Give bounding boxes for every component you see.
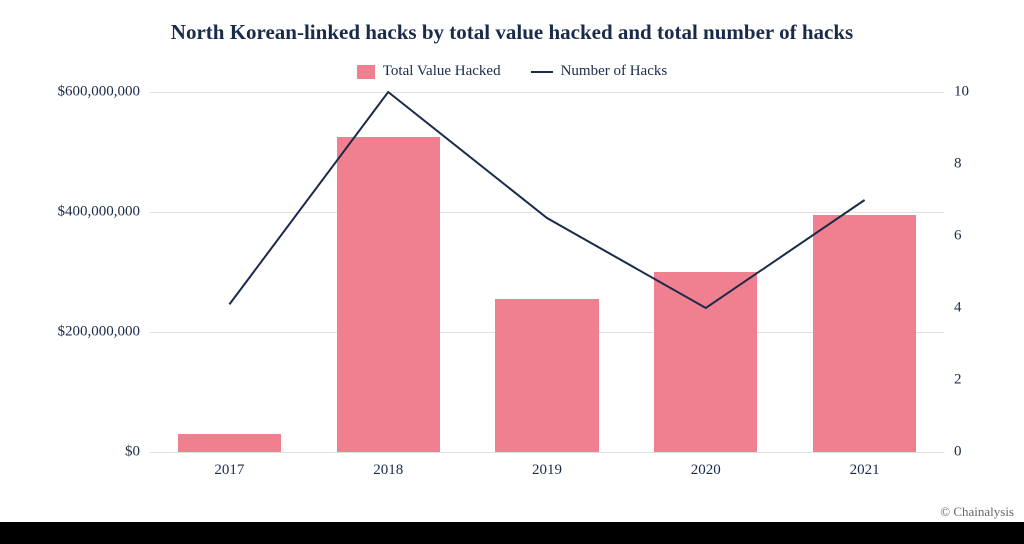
y-axis-right-label: 8 xyxy=(944,156,962,173)
legend: Total Value Hacked Number of Hacks xyxy=(30,63,994,80)
chart-area: $0$200,000,000$400,000,000$600,000,00002… xyxy=(30,92,994,492)
legend-item-bar: Total Value Hacked xyxy=(357,63,501,80)
legend-swatch-bar xyxy=(357,65,375,79)
x-axis-label: 2017 xyxy=(214,452,244,479)
y-axis-left-label: $600,000,000 xyxy=(58,84,151,101)
footer-bar xyxy=(0,522,1024,544)
legend-swatch-line xyxy=(531,71,553,73)
line-overlay xyxy=(150,92,944,452)
x-axis-label: 2021 xyxy=(850,452,880,479)
y-axis-right-label: 6 xyxy=(944,228,962,245)
legend-item-line: Number of Hacks xyxy=(531,63,668,80)
plot-region: $0$200,000,000$400,000,000$600,000,00002… xyxy=(150,92,944,452)
y-axis-right-label: 0 xyxy=(944,444,962,461)
chart-title: North Korean-linked hacks by total value… xyxy=(30,20,994,45)
y-axis-left-label: $0 xyxy=(125,444,150,461)
y-axis-right-label: 4 xyxy=(944,300,962,317)
y-axis-right-label: 10 xyxy=(944,84,969,101)
x-axis-label: 2018 xyxy=(373,452,403,479)
legend-line-label: Number of Hacks xyxy=(561,63,668,80)
x-axis-label: 2019 xyxy=(532,452,562,479)
y-axis-left-label: $400,000,000 xyxy=(58,204,151,221)
y-axis-right-label: 2 xyxy=(944,372,962,389)
legend-bar-label: Total Value Hacked xyxy=(383,63,501,80)
line-series xyxy=(229,92,864,308)
attribution: © Chainalysis xyxy=(940,504,1014,520)
x-axis-label: 2020 xyxy=(691,452,721,479)
y-axis-left-label: $200,000,000 xyxy=(58,324,151,341)
